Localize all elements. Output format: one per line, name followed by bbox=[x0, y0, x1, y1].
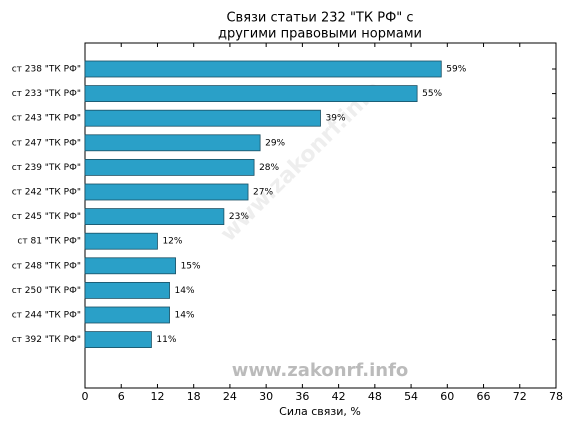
value-label: 27% bbox=[253, 188, 273, 198]
y-tick-label: ст 242 "ТК РФ" bbox=[12, 188, 81, 198]
value-label: 14% bbox=[175, 311, 195, 321]
value-label: 15% bbox=[181, 261, 201, 271]
y-tick-label: ст 238 "ТК РФ" bbox=[12, 65, 81, 75]
value-label: 23% bbox=[229, 212, 249, 222]
x-tick-label: 78 bbox=[549, 390, 563, 403]
value-label: 11% bbox=[156, 335, 176, 345]
x-tick-label: 6 bbox=[118, 390, 125, 403]
x-tick-label: 18 bbox=[187, 390, 201, 403]
y-tick-label: ст 250 "ТК РФ" bbox=[12, 286, 81, 296]
y-tick-label: ст 247 "ТК РФ" bbox=[12, 138, 81, 148]
bar bbox=[84, 85, 418, 102]
bar bbox=[84, 232, 158, 250]
x-tick-label: 24 bbox=[223, 390, 237, 403]
x-tick-label: 12 bbox=[150, 390, 164, 403]
bar bbox=[84, 331, 152, 349]
x-tick-label: 60 bbox=[440, 390, 454, 403]
y-tick-label: ст 239 "ТК РФ" bbox=[12, 163, 81, 173]
value-label: 14% bbox=[175, 286, 195, 296]
x-tick-label: 30 bbox=[259, 390, 273, 403]
bar bbox=[84, 158, 255, 176]
bar bbox=[84, 257, 176, 275]
bar bbox=[84, 134, 261, 152]
bar bbox=[84, 306, 170, 324]
y-tick-label: ст 392 "ТК РФ" bbox=[12, 335, 81, 345]
value-label: 12% bbox=[162, 237, 182, 247]
x-tick-label: 0 bbox=[82, 390, 89, 403]
x-tick-label: 72 bbox=[513, 390, 527, 403]
bar bbox=[84, 208, 225, 226]
x-axis-label: Сила связи, % bbox=[279, 405, 361, 418]
y-tick-label: ст 81 "ТК РФ" bbox=[17, 237, 81, 247]
value-label: 55% bbox=[422, 89, 442, 99]
value-label: 28% bbox=[259, 163, 279, 173]
x-tick-label: 54 bbox=[404, 390, 418, 403]
y-tick-label: ст 233 "ТК РФ" bbox=[12, 89, 81, 99]
value-label: 29% bbox=[265, 138, 285, 148]
chart-title: Связи статьи 232 "ТК РФ" с bbox=[226, 11, 413, 26]
x-tick-label: 36 bbox=[295, 390, 309, 403]
y-tick-label: ст 245 "ТК РФ" bbox=[12, 212, 81, 222]
bar bbox=[84, 183, 249, 201]
chart-title: другими правовыми нормами bbox=[218, 27, 422, 42]
watermark: www.zakonrf.info bbox=[232, 360, 409, 381]
y-tick-label: ст 248 "ТК РФ" bbox=[12, 261, 81, 271]
y-tick-label: ст 244 "ТК РФ" bbox=[12, 311, 81, 321]
x-tick-label: 42 bbox=[332, 390, 346, 403]
value-label: 59% bbox=[446, 65, 466, 75]
bar bbox=[84, 60, 442, 78]
x-tick-label: 48 bbox=[368, 390, 382, 403]
value-label: 39% bbox=[326, 114, 346, 124]
y-tick-label: ст 243 "ТК РФ" bbox=[12, 114, 81, 124]
bar bbox=[84, 109, 321, 127]
x-tick-label: 66 bbox=[477, 390, 491, 403]
bar bbox=[84, 281, 170, 299]
